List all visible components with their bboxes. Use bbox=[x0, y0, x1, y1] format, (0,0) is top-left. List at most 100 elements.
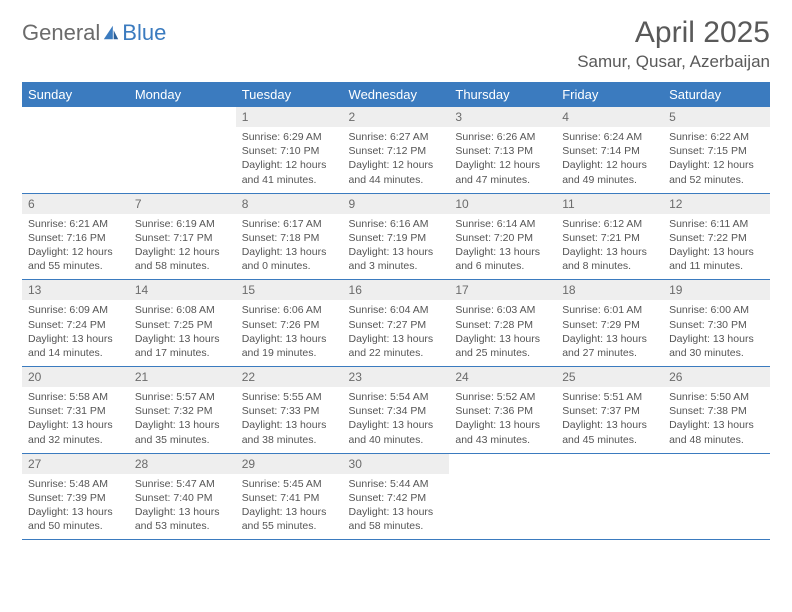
day-content: Sunrise: 6:24 AMSunset: 7:14 PMDaylight:… bbox=[556, 127, 663, 193]
calendar-day-cell: 17Sunrise: 6:03 AMSunset: 7:28 PMDayligh… bbox=[449, 280, 556, 367]
daylight-text: Daylight: 13 hours and 40 minutes. bbox=[349, 418, 444, 446]
day-number: 6 bbox=[22, 194, 129, 214]
day-content: Sunrise: 6:01 AMSunset: 7:29 PMDaylight:… bbox=[556, 300, 663, 366]
daylight-text: Daylight: 13 hours and 11 minutes. bbox=[669, 245, 764, 273]
day-number: 17 bbox=[449, 280, 556, 300]
day-content: Sunrise: 5:54 AMSunset: 7:34 PMDaylight:… bbox=[343, 387, 450, 453]
sunset-text: Sunset: 7:30 PM bbox=[669, 318, 764, 332]
sunrise-text: Sunrise: 6:06 AM bbox=[242, 303, 337, 317]
header: General Blue April 2025 Samur, Qusar, Az… bbox=[22, 16, 770, 72]
sunset-text: Sunset: 7:21 PM bbox=[562, 231, 657, 245]
day-content: Sunrise: 6:17 AMSunset: 7:18 PMDaylight:… bbox=[236, 214, 343, 280]
day-number: 22 bbox=[236, 367, 343, 387]
calendar-header-row: SundayMondayTuesdayWednesdayThursdayFrid… bbox=[22, 82, 770, 107]
sunset-text: Sunset: 7:16 PM bbox=[28, 231, 123, 245]
calendar-day-cell: 2Sunrise: 6:27 AMSunset: 7:12 PMDaylight… bbox=[343, 107, 450, 193]
daylight-text: Daylight: 13 hours and 3 minutes. bbox=[349, 245, 444, 273]
day-number: 13 bbox=[22, 280, 129, 300]
calendar-day-cell: 30Sunrise: 5:44 AMSunset: 7:42 PMDayligh… bbox=[343, 453, 450, 540]
daylight-text: Daylight: 13 hours and 14 minutes. bbox=[28, 332, 123, 360]
day-content: Sunrise: 6:27 AMSunset: 7:12 PMDaylight:… bbox=[343, 127, 450, 193]
sunrise-text: Sunrise: 6:26 AM bbox=[455, 130, 550, 144]
daylight-text: Daylight: 13 hours and 32 minutes. bbox=[28, 418, 123, 446]
sunrise-text: Sunrise: 6:04 AM bbox=[349, 303, 444, 317]
sunset-text: Sunset: 7:42 PM bbox=[349, 491, 444, 505]
day-content: Sunrise: 5:51 AMSunset: 7:37 PMDaylight:… bbox=[556, 387, 663, 453]
calendar-day-cell: 28Sunrise: 5:47 AMSunset: 7:40 PMDayligh… bbox=[129, 453, 236, 540]
sunset-text: Sunset: 7:22 PM bbox=[669, 231, 764, 245]
day-number: 3 bbox=[449, 107, 556, 127]
daylight-text: Daylight: 13 hours and 27 minutes. bbox=[562, 332, 657, 360]
day-number: 23 bbox=[343, 367, 450, 387]
calendar-week-row: 27Sunrise: 5:48 AMSunset: 7:39 PMDayligh… bbox=[22, 453, 770, 540]
calendar-day-cell: 23Sunrise: 5:54 AMSunset: 7:34 PMDayligh… bbox=[343, 367, 450, 454]
day-number: 10 bbox=[449, 194, 556, 214]
calendar-body: 1Sunrise: 6:29 AMSunset: 7:10 PMDaylight… bbox=[22, 107, 770, 540]
calendar-day-cell: 21Sunrise: 5:57 AMSunset: 7:32 PMDayligh… bbox=[129, 367, 236, 454]
day-number: 16 bbox=[343, 280, 450, 300]
sunset-text: Sunset: 7:38 PM bbox=[669, 404, 764, 418]
calendar-week-row: 1Sunrise: 6:29 AMSunset: 7:10 PMDaylight… bbox=[22, 107, 770, 193]
sunrise-text: Sunrise: 6:09 AM bbox=[28, 303, 123, 317]
calendar-day-cell bbox=[129, 107, 236, 193]
title-block: April 2025 Samur, Qusar, Azerbaijan bbox=[577, 16, 770, 72]
sunrise-text: Sunrise: 6:16 AM bbox=[349, 217, 444, 231]
sunrise-text: Sunrise: 5:55 AM bbox=[242, 390, 337, 404]
logo-text-blue: Blue bbox=[122, 20, 166, 46]
daylight-text: Daylight: 13 hours and 50 minutes. bbox=[28, 505, 123, 533]
sunset-text: Sunset: 7:37 PM bbox=[562, 404, 657, 418]
day-content: Sunrise: 6:16 AMSunset: 7:19 PMDaylight:… bbox=[343, 214, 450, 280]
calendar-day-cell: 19Sunrise: 6:00 AMSunset: 7:30 PMDayligh… bbox=[663, 280, 770, 367]
calendar-day-cell: 10Sunrise: 6:14 AMSunset: 7:20 PMDayligh… bbox=[449, 193, 556, 280]
logo-sail-icon bbox=[102, 24, 120, 42]
sunrise-text: Sunrise: 6:27 AM bbox=[349, 130, 444, 144]
daylight-text: Daylight: 13 hours and 19 minutes. bbox=[242, 332, 337, 360]
sunset-text: Sunset: 7:19 PM bbox=[349, 231, 444, 245]
sunrise-text: Sunrise: 5:52 AM bbox=[455, 390, 550, 404]
weekday-header: Saturday bbox=[663, 82, 770, 107]
day-content: Sunrise: 6:14 AMSunset: 7:20 PMDaylight:… bbox=[449, 214, 556, 280]
calendar-day-cell: 29Sunrise: 5:45 AMSunset: 7:41 PMDayligh… bbox=[236, 453, 343, 540]
sunrise-text: Sunrise: 5:45 AM bbox=[242, 477, 337, 491]
calendar-day-cell: 8Sunrise: 6:17 AMSunset: 7:18 PMDaylight… bbox=[236, 193, 343, 280]
daylight-text: Daylight: 12 hours and 49 minutes. bbox=[562, 158, 657, 186]
month-title: April 2025 bbox=[577, 16, 770, 50]
calendar-week-row: 20Sunrise: 5:58 AMSunset: 7:31 PMDayligh… bbox=[22, 367, 770, 454]
day-number: 27 bbox=[22, 454, 129, 474]
day-number: 14 bbox=[129, 280, 236, 300]
sunset-text: Sunset: 7:27 PM bbox=[349, 318, 444, 332]
day-number: 15 bbox=[236, 280, 343, 300]
weekday-header: Monday bbox=[129, 82, 236, 107]
sunset-text: Sunset: 7:25 PM bbox=[135, 318, 230, 332]
calendar-day-cell bbox=[449, 453, 556, 540]
day-content: Sunrise: 6:12 AMSunset: 7:21 PMDaylight:… bbox=[556, 214, 663, 280]
daylight-text: Daylight: 12 hours and 44 minutes. bbox=[349, 158, 444, 186]
weekday-header: Sunday bbox=[22, 82, 129, 107]
sunrise-text: Sunrise: 5:51 AM bbox=[562, 390, 657, 404]
location-subtitle: Samur, Qusar, Azerbaijan bbox=[577, 52, 770, 72]
sunset-text: Sunset: 7:40 PM bbox=[135, 491, 230, 505]
sunrise-text: Sunrise: 6:17 AM bbox=[242, 217, 337, 231]
day-content: Sunrise: 5:50 AMSunset: 7:38 PMDaylight:… bbox=[663, 387, 770, 453]
day-number: 30 bbox=[343, 454, 450, 474]
day-content: Sunrise: 5:57 AMSunset: 7:32 PMDaylight:… bbox=[129, 387, 236, 453]
sunset-text: Sunset: 7:31 PM bbox=[28, 404, 123, 418]
calendar-day-cell: 15Sunrise: 6:06 AMSunset: 7:26 PMDayligh… bbox=[236, 280, 343, 367]
sunrise-text: Sunrise: 6:01 AM bbox=[562, 303, 657, 317]
calendar-day-cell: 20Sunrise: 5:58 AMSunset: 7:31 PMDayligh… bbox=[22, 367, 129, 454]
day-number: 19 bbox=[663, 280, 770, 300]
calendar-day-cell: 7Sunrise: 6:19 AMSunset: 7:17 PMDaylight… bbox=[129, 193, 236, 280]
day-number: 5 bbox=[663, 107, 770, 127]
day-number: 25 bbox=[556, 367, 663, 387]
calendar-day-cell: 18Sunrise: 6:01 AMSunset: 7:29 PMDayligh… bbox=[556, 280, 663, 367]
day-number: 12 bbox=[663, 194, 770, 214]
weekday-header: Wednesday bbox=[343, 82, 450, 107]
sunset-text: Sunset: 7:34 PM bbox=[349, 404, 444, 418]
calendar-table: SundayMondayTuesdayWednesdayThursdayFrid… bbox=[22, 82, 770, 540]
calendar-day-cell: 1Sunrise: 6:29 AMSunset: 7:10 PMDaylight… bbox=[236, 107, 343, 193]
sunset-text: Sunset: 7:24 PM bbox=[28, 318, 123, 332]
calendar-day-cell: 3Sunrise: 6:26 AMSunset: 7:13 PMDaylight… bbox=[449, 107, 556, 193]
sunrise-text: Sunrise: 6:14 AM bbox=[455, 217, 550, 231]
sunset-text: Sunset: 7:15 PM bbox=[669, 144, 764, 158]
day-number: 26 bbox=[663, 367, 770, 387]
